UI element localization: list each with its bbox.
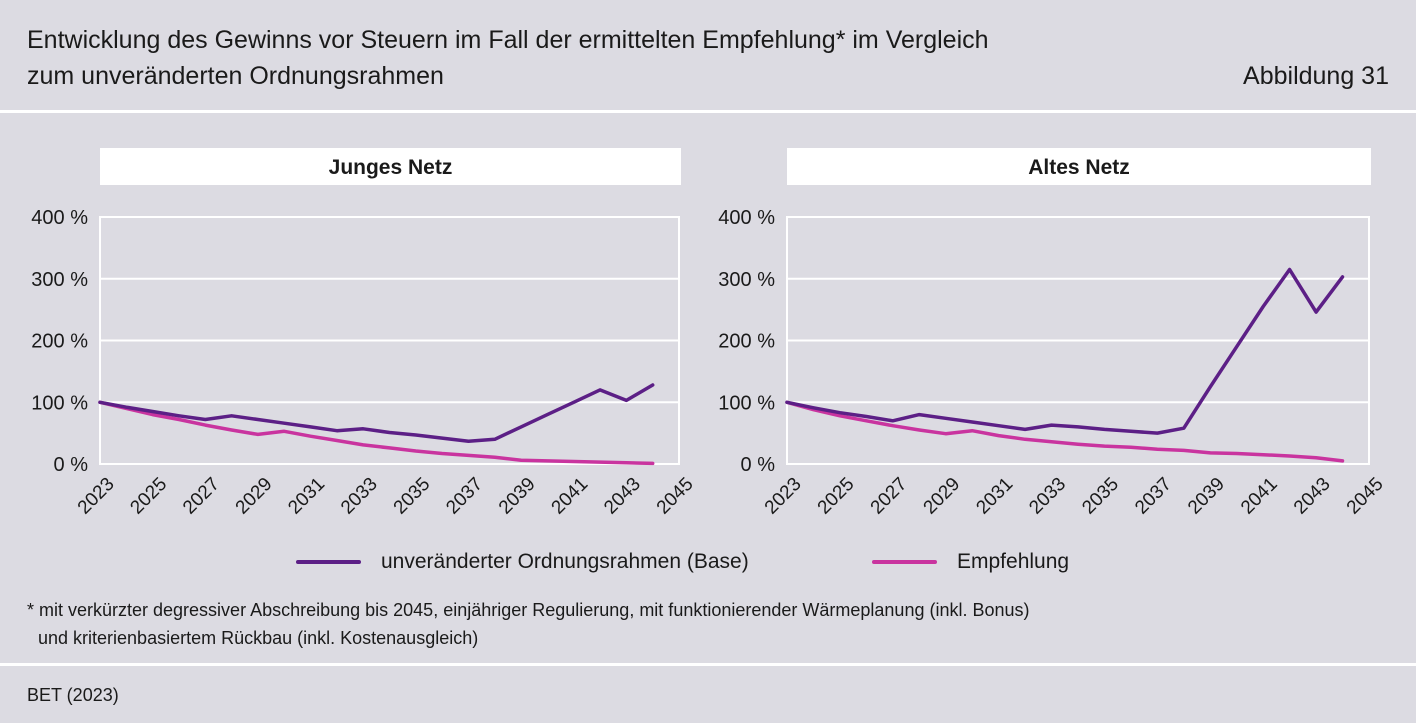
footnote: * mit verkürzter degressiver Abschreibun… [27,596,1030,652]
x-tick-label: 2035 [390,474,435,519]
y-tick-label: 100 % [31,392,88,414]
panel-title-box-0 [100,148,681,185]
y-tick-label: 0 % [54,454,89,476]
x-tick-label: 2037 [1131,474,1176,519]
title-line-2: zum unveränderten Ordnungsrahmen [27,62,444,90]
legend-swatch-base [296,560,361,564]
footnote-line-2: und kriterienbasiertem Rückbau (inkl. Ko… [38,628,479,648]
footnote-line-1: * mit verkürzter degressiver Abschreibun… [27,600,1030,620]
x-tick-label: 2043 [600,474,645,519]
panel-title-1: Altes Netz [1028,156,1130,179]
x-tick-label: 2041 [548,474,593,519]
panel-title-0: Junges Netz [329,156,453,179]
source-note: BET (2023) [27,685,119,705]
x-tick-label: 2037 [442,474,487,519]
x-tick-label: 2031 [284,474,329,519]
x-tick-label: 2027 [867,474,912,519]
title-line-1: Entwicklung des Gewinns vor Steuern im F… [27,26,989,54]
panel-title-box-1 [787,148,1371,185]
x-tick-label: 2039 [495,474,540,519]
footer-divider [0,663,1416,666]
x-tick-label: 2023 [761,474,806,519]
y-tick-label: 300 % [31,269,88,291]
y-tick-label: 400 % [718,207,775,229]
legend-item-base: unveränderter Ordnungsrahmen (Base) [296,550,749,574]
legend: unveränderter Ordnungsrahmen (Base) Empf… [0,550,1416,580]
x-tick-label: 2031 [972,474,1017,519]
x-tick-label: 2029 [232,474,277,519]
x-tick-label: 2041 [1237,474,1282,519]
x-tick-label: 2029 [920,474,965,519]
x-tick-label: 2039 [1184,474,1229,519]
legend-item-empfehlung: Empfehlung [872,550,1069,574]
x-tick-label: 2043 [1290,474,1335,519]
figure-label: Abbildung 31 [1243,62,1389,90]
chart-title: Entwicklung des Gewinns vor Steuern im F… [27,22,1177,94]
x-tick-label: 2033 [1025,474,1070,519]
x-tick-label: 2033 [337,474,382,519]
y-tick-label: 400 % [31,207,88,229]
x-tick-label: 2025 [814,474,859,519]
x-tick-label: 2025 [126,474,171,519]
series-line-empfehlung [785,400,1345,463]
legend-label-empfehlung: Empfehlung [957,550,1070,573]
legend-swatch-empfehlung [872,560,937,564]
header-divider [0,110,1416,113]
x-tick-label: 2035 [1078,474,1123,519]
x-tick-label: 2027 [179,474,224,519]
x-tick-label: 2023 [74,474,119,519]
y-tick-label: 200 % [718,331,775,353]
y-tick-label: 0 % [741,454,776,476]
y-tick-label: 200 % [31,331,88,353]
series-line-base [785,267,1345,435]
x-tick-label: 2045 [653,474,698,519]
series-line-base [98,383,655,443]
series-line-empfehlung [98,400,655,466]
x-tick-label: 2045 [1343,474,1388,519]
legend-label-base: unveränderter Ordnungsrahmen (Base) [381,550,749,573]
y-tick-label: 300 % [718,269,775,291]
y-tick-label: 100 % [718,392,775,414]
